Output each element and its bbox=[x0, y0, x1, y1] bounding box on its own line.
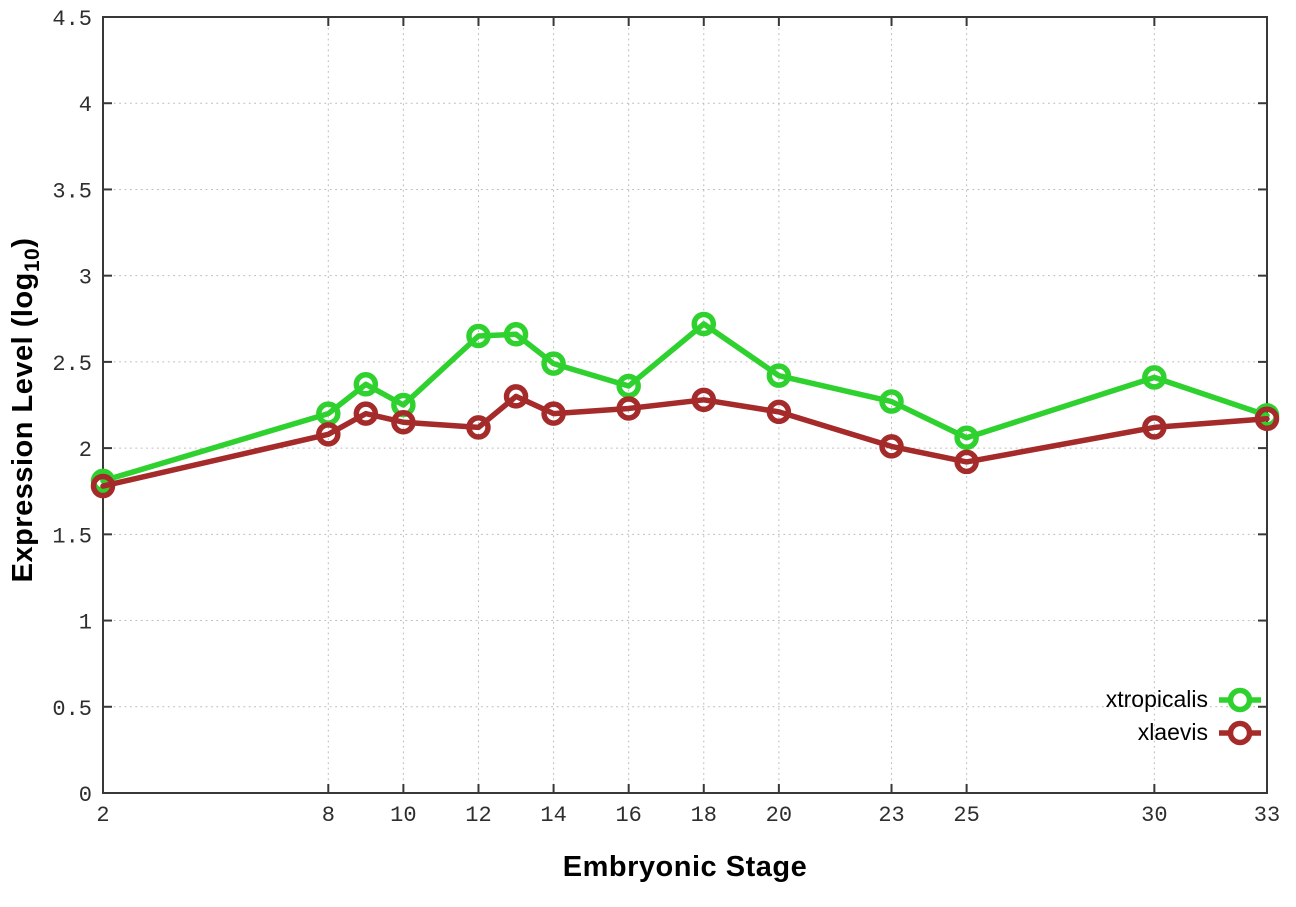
series-line-xlaevis bbox=[100, 393, 1270, 489]
data-point-xlaevis-stage-8 bbox=[316, 422, 341, 447]
x-tick-label: 23 bbox=[878, 803, 904, 828]
legend-label-xlaevis: xlaevis bbox=[1137, 719, 1208, 745]
legend: xtropicalis xlaevis bbox=[1106, 683, 1263, 749]
y-axis-title-subscript: 10 bbox=[21, 247, 44, 273]
data-point-xlaevis-stage-13 bbox=[503, 384, 529, 409]
data-point-xtropicalis-stage-9 bbox=[353, 372, 379, 397]
y-axis-title-text: Expression Level (log bbox=[7, 272, 39, 583]
x-tick-label: 20 bbox=[766, 803, 792, 828]
x-tick-label: 33 bbox=[1254, 803, 1280, 828]
plot-border bbox=[102, 16, 1268, 794]
data-point-xlaevis-stage-10 bbox=[391, 409, 416, 435]
legend-item-xtropicalis: xtropicalis bbox=[1106, 683, 1263, 716]
x-tick-label: 18 bbox=[691, 803, 717, 828]
y-tick-label: 3 bbox=[79, 266, 92, 291]
x-tick-label: 30 bbox=[1141, 803, 1167, 828]
data-point-xlaevis-stage-23 bbox=[879, 434, 904, 459]
x-axis-title: Embryonic Stage bbox=[562, 851, 808, 883]
line-point-marker-icon bbox=[1219, 720, 1261, 745]
data-point-xtropicalis-stage-20 bbox=[766, 363, 792, 388]
y-tick-label: 0 bbox=[79, 783, 92, 808]
legend-label-xtropicalis: xtropicalis bbox=[1105, 686, 1208, 712]
y-tick-label: 1.5 bbox=[52, 524, 92, 549]
y-tick-label: 1 bbox=[79, 611, 92, 636]
data-point-xtropicalis-stage-12 bbox=[466, 323, 491, 349]
x-tick-label: 25 bbox=[953, 803, 979, 828]
y-axis-title: Expression Level (log10) bbox=[7, 238, 45, 583]
y-tick-label: 4.5 bbox=[52, 7, 92, 32]
data-point-xlaevis-stage-30 bbox=[1142, 415, 1167, 440]
y-tick-label: 4 bbox=[79, 93, 92, 118]
data-point-xlaevis-stage-12 bbox=[466, 415, 491, 440]
data-point-xtropicalis-stage-13 bbox=[503, 322, 529, 347]
y-tick-label: 2 bbox=[79, 438, 92, 463]
data-point-xtropicalis-stage-14 bbox=[541, 351, 566, 376]
x-tick-label: 10 bbox=[390, 803, 416, 828]
data-point-xtropicalis-stage-25 bbox=[954, 425, 979, 451]
data-point-xtropicalis-stage-18 bbox=[691, 311, 717, 337]
data-point-xlaevis-stage-25 bbox=[954, 449, 979, 475]
data-point-xtropicalis-stage-23 bbox=[879, 389, 904, 414]
y-axis-title-suffix: ) bbox=[7, 237, 39, 248]
data-point-xlaevis-stage-16 bbox=[616, 396, 641, 421]
y-tick-label: 0.5 bbox=[52, 697, 92, 722]
data-point-xlaevis-stage-20 bbox=[766, 399, 792, 425]
data-point-xlaevis-stage-2 bbox=[90, 473, 116, 499]
x-tick-label: 14 bbox=[540, 803, 566, 828]
data-point-xlaevis-stage-14 bbox=[541, 401, 566, 426]
line-point-marker-icon bbox=[1219, 687, 1261, 712]
data-point-xlaevis-stage-18 bbox=[691, 387, 717, 413]
data-point-xlaevis-stage-9 bbox=[353, 401, 379, 426]
data-point-xtropicalis-stage-30 bbox=[1142, 365, 1167, 390]
data-point-xtropicalis-stage-16 bbox=[616, 373, 641, 399]
y-tick-label: 3.5 bbox=[52, 179, 92, 204]
data-point-xlaevis-stage-33 bbox=[1254, 406, 1280, 432]
x-tick-label: 2 bbox=[96, 803, 109, 828]
legend-item-xlaevis: xlaevis bbox=[1106, 716, 1263, 749]
x-tick-label: 8 bbox=[322, 803, 335, 828]
x-tick-label: 16 bbox=[615, 803, 641, 828]
y-tick-label: 2.5 bbox=[52, 352, 92, 377]
x-tick-label: 12 bbox=[465, 803, 491, 828]
